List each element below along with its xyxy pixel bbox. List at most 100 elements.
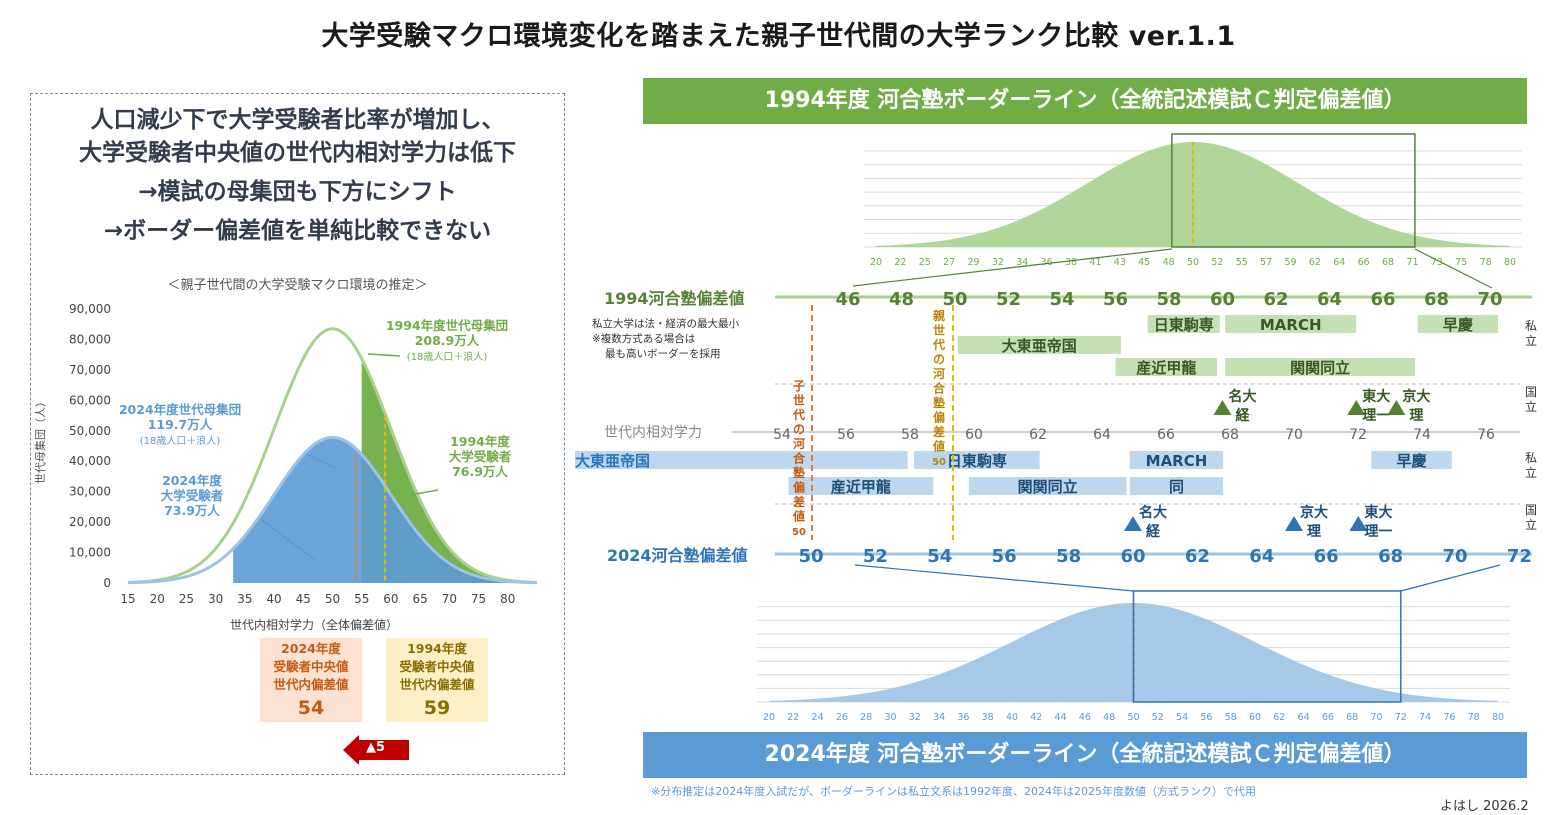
note-line-3: 最も高いボーダーを採用 bbox=[605, 347, 721, 360]
child-generation-vlabel: 50 bbox=[792, 527, 806, 538]
difference-arrow-icon bbox=[343, 735, 409, 765]
bar-2024-label: 関関同立 bbox=[1018, 478, 1078, 496]
child-generation-vlabel: 子 bbox=[793, 379, 805, 393]
distribution-tick-label: 24 bbox=[812, 712, 824, 723]
x-tick-label: 70 bbox=[442, 592, 457, 606]
national-triangle-icon bbox=[1347, 400, 1366, 415]
side-label-char: 国 bbox=[1525, 503, 1537, 517]
distribution-tick-label: 64 bbox=[1298, 712, 1310, 723]
child-generation-vlabel: 塾 bbox=[793, 465, 805, 480]
national-2024-label2: 理一 bbox=[1364, 524, 1392, 540]
national-triangle-icon bbox=[1387, 400, 1406, 415]
side-label-char: 私 bbox=[1525, 451, 1537, 465]
y-axis-label: 世代母集団（人） bbox=[33, 396, 47, 484]
bar-1994-3 bbox=[957, 336, 1121, 354]
annotation-text: 1994年度世代母集団 bbox=[386, 318, 508, 333]
distribution-tick-label: 72 bbox=[1395, 712, 1407, 723]
scale-1994-tick: 68 bbox=[1424, 289, 1449, 310]
y-tick-label: 40,000 bbox=[69, 454, 111, 468]
annotation-text: 大学受験者 bbox=[449, 449, 512, 464]
bar-1994-label: 大東亜帝国 bbox=[1002, 337, 1077, 355]
annotation-text: 208.9万人 bbox=[415, 333, 480, 348]
scale-2024-tick: 72 bbox=[1507, 546, 1532, 567]
distribution-tick-label: 75 bbox=[1455, 257, 1467, 268]
chart-title: ＜親子世代間の大学受験マクロ環境の推定＞ bbox=[167, 278, 428, 293]
x-tick-label: 65 bbox=[413, 592, 428, 606]
distribution-tick-label: 58 bbox=[1225, 712, 1237, 723]
scale-relative-tick: 66 bbox=[1157, 427, 1175, 443]
scale-relative-tick: 72 bbox=[1349, 427, 1367, 443]
scale-relative-tick: 64 bbox=[1093, 427, 1111, 443]
distribution-tick-label: 29 bbox=[967, 257, 979, 268]
bar-1994-label: 産近甲龍 bbox=[1136, 359, 1196, 377]
connector-line-1994-left bbox=[852, 248, 1172, 287]
national-triangle-icon bbox=[1124, 516, 1142, 531]
parent-generation-vlabel: 値 bbox=[932, 439, 945, 454]
bar-1994-label: 日東駒専 bbox=[1154, 316, 1214, 334]
y-tick-label: 10,000 bbox=[69, 546, 111, 560]
median-box-2024: 2024年度 受験者中央値 世代内偏差値 54 bbox=[260, 638, 362, 722]
annotation-arrow-icon bbox=[409, 489, 439, 496]
distribution-tick-label: 38 bbox=[982, 712, 994, 723]
parent-generation-vlabel: 世 bbox=[933, 323, 945, 338]
distribution-tick-label: 50 bbox=[1187, 257, 1199, 268]
distribution-tick-label: 56 bbox=[1200, 712, 1212, 723]
distribution-tick-label: 42 bbox=[1030, 712, 1042, 723]
annotation-text: (18歳人口＋浪人) bbox=[407, 350, 488, 363]
parent-generation-vlabel: 偏 bbox=[933, 410, 945, 425]
x-tick-label: 35 bbox=[237, 592, 252, 606]
distribution-tick-label: 38 bbox=[1065, 257, 1077, 268]
bar-1994-4 bbox=[1115, 358, 1218, 376]
scale-1994-tick: 54 bbox=[1049, 289, 1074, 310]
scale-1994-tick: 52 bbox=[996, 289, 1021, 310]
distribution-tick-label: 54 bbox=[1176, 712, 1188, 723]
connector-line-1994-right bbox=[1414, 248, 1493, 289]
national-1994-label1: 名大 bbox=[1229, 388, 1257, 405]
banner-1994: 1994年度 河合塾ボーダーライン（全統記述模試Ｃ判定偏差値） bbox=[643, 78, 1527, 124]
distribution-tick-label: 68 bbox=[1346, 712, 1358, 723]
note-line-2: ※複数方式ある場合は bbox=[592, 332, 695, 345]
distribution-tick-label: 43 bbox=[1114, 257, 1126, 268]
distribution-tick-label: 22 bbox=[787, 712, 799, 723]
scale-relative-label: 世代内相対学力 bbox=[604, 425, 702, 441]
note-line-1: 私立大学は法・経済の最大最小 bbox=[592, 317, 739, 330]
median-box-2024-line2: 受験者中央値 bbox=[273, 659, 349, 674]
child-generation-vlabel: 差 bbox=[792, 494, 805, 509]
distribution-tick-label: 62 bbox=[1273, 712, 1285, 723]
distribution-tick-label: 70 bbox=[1370, 712, 1382, 723]
parent-generation-vlabel: 河 bbox=[932, 366, 945, 381]
national-1994-label2: 理一 bbox=[1362, 408, 1390, 424]
bar-2024-2 bbox=[1129, 451, 1224, 469]
x-tick-label: 15 bbox=[120, 592, 135, 606]
x-tick-label: 55 bbox=[354, 592, 369, 606]
median-box-2024-line3: 世代内偏差値 bbox=[273, 677, 349, 692]
median-box-2024-value: 54 bbox=[297, 697, 325, 719]
bar-1994-label: 早慶 bbox=[1443, 316, 1473, 334]
x-tick-label: 40 bbox=[266, 592, 281, 606]
scale-2024-tick: 54 bbox=[927, 546, 952, 567]
x-tick-label: 50 bbox=[325, 592, 340, 606]
distribution-tick-label: 66 bbox=[1358, 257, 1370, 268]
annotation-text: 73.9万人 bbox=[164, 503, 220, 518]
distribution-window-box bbox=[1132, 590, 1402, 703]
x-tick-label: 60 bbox=[383, 592, 398, 606]
distribution-tick-label: 36 bbox=[1041, 257, 1053, 268]
x-tick-label: 80 bbox=[500, 592, 515, 606]
distribution-tick-label: 60 bbox=[1249, 712, 1261, 723]
distribution-tick-label: 34 bbox=[933, 712, 945, 723]
difference-label: ▲5 bbox=[366, 740, 386, 755]
y-tick-label: 20,000 bbox=[69, 515, 111, 529]
distribution-tick-label: 41 bbox=[1089, 257, 1101, 268]
bar-2024-5 bbox=[968, 477, 1127, 495]
distribution-tick-label: 52 bbox=[1211, 257, 1223, 268]
distribution-tick-label: 20 bbox=[763, 712, 775, 723]
scale-2024-tick: 62 bbox=[1185, 546, 1210, 567]
annotation-text: 76.9万人 bbox=[452, 464, 508, 479]
headline-line-4: →ボーダー偏差値を単純比較できない bbox=[103, 218, 492, 244]
headline-line-1: 人口減少下で大学受験者比率が増加し、 bbox=[90, 107, 505, 133]
national-2024-label1: 京大 bbox=[1300, 504, 1328, 521]
bar-2024-label: 大東亜帝国 bbox=[575, 452, 650, 470]
distribution-tick-label: 80 bbox=[1504, 257, 1516, 268]
distribution-tick-label: 27 bbox=[943, 257, 955, 268]
bar-2024-1 bbox=[914, 451, 1040, 469]
